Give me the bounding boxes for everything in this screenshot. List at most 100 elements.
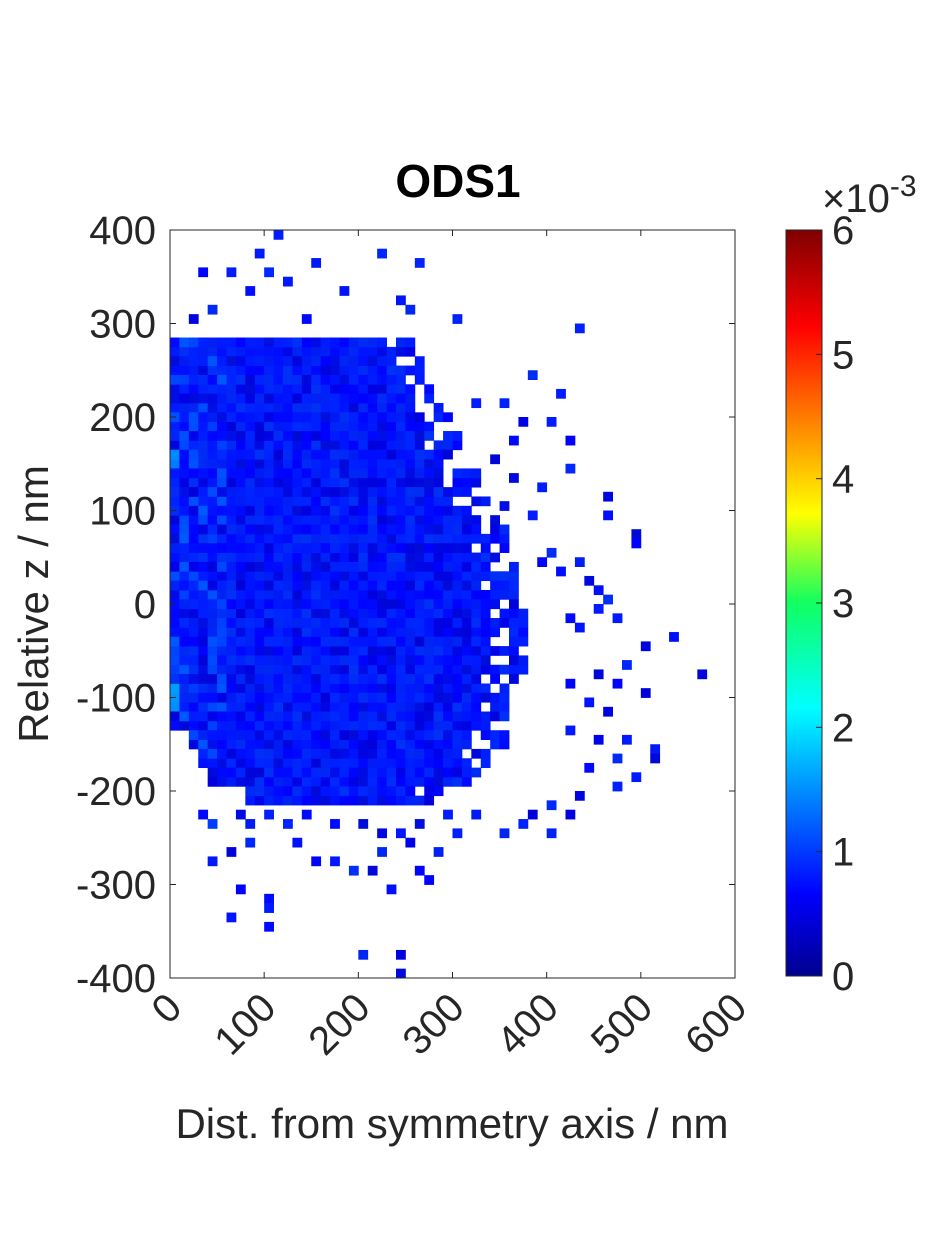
heatmap-cell (217, 459, 227, 469)
heatmap-cell (499, 543, 510, 553)
heatmap-cell (461, 571, 472, 582)
colorbar-tick-label: 1 (832, 831, 854, 875)
heatmap-cell (443, 412, 453, 423)
heatmap-cell (367, 730, 378, 740)
heatmap-cell (452, 552, 463, 563)
heatmap-cell (264, 795, 274, 806)
heatmap-cell (461, 636, 472, 647)
heatmap-cell (301, 337, 312, 348)
heatmap-cell (273, 589, 284, 600)
heatmap-cell (358, 524, 369, 535)
heatmap-cell (433, 683, 444, 694)
heatmap-cell (358, 767, 369, 778)
heatmap-cell (188, 505, 199, 516)
heatmap-cell (386, 393, 397, 404)
heatmap-cell (226, 552, 237, 563)
heatmap-cell (490, 739, 500, 750)
heatmap-cell (301, 571, 312, 582)
heatmap-cell (414, 440, 425, 451)
heatmap-cell (179, 702, 190, 712)
heatmap-cell (339, 533, 350, 544)
heatmap-cell (320, 589, 331, 600)
heatmap-cell (254, 636, 265, 647)
heatmap-cell (424, 674, 435, 684)
heatmap-cell (226, 505, 237, 516)
heatmap-cell (301, 449, 312, 460)
heatmap-cell (320, 449, 331, 460)
heatmap-cell (358, 739, 369, 750)
heatmap-cell (348, 655, 359, 666)
heatmap-cell (273, 730, 284, 740)
heatmap-cell (301, 468, 312, 479)
heatmap-cell (358, 468, 369, 479)
heatmap-cell (499, 739, 510, 750)
heatmap-cell (311, 393, 322, 404)
heatmap-cell (226, 477, 237, 488)
heatmap-cell (264, 589, 274, 600)
heatmap-cell (452, 524, 463, 535)
heatmap-cell (396, 496, 406, 507)
heatmap-cell (396, 776, 406, 787)
heatmap-cell (471, 496, 482, 507)
heatmap-cell (386, 440, 397, 451)
heatmap-cell (245, 837, 256, 848)
heatmap-cell (452, 730, 463, 740)
heatmap-cell (414, 552, 425, 563)
heatmap-cell (235, 608, 246, 619)
heatmap-cell (226, 739, 237, 750)
heatmap-cell (311, 683, 322, 694)
heatmap-cell (330, 739, 340, 750)
heatmap-cell (207, 702, 218, 712)
heatmap-cell (697, 669, 708, 680)
heatmap-cell (292, 477, 303, 488)
heatmap-cell (170, 552, 180, 563)
heatmap-cell (235, 393, 246, 404)
heatmap-cell (301, 487, 312, 497)
heatmap-cell (254, 384, 265, 395)
heatmap-cell (264, 758, 274, 769)
heatmap-cell (301, 776, 312, 787)
heatmap-cell (339, 786, 350, 797)
heatmap-cell (367, 487, 378, 497)
heatmap-cell (217, 496, 227, 507)
heatmap-cell (273, 580, 284, 591)
heatmap-cell (301, 496, 312, 507)
heatmap-cell (452, 314, 463, 324)
heatmap-cell (471, 767, 482, 778)
heatmap-cell (377, 580, 387, 591)
heatmap-cell (283, 608, 293, 619)
heatmap-cell (245, 627, 256, 638)
heatmap-cell (396, 552, 406, 563)
heatmap-cell (546, 547, 557, 558)
heatmap-cell (367, 720, 378, 731)
heatmap-cell (245, 374, 256, 385)
heatmap-cell (565, 613, 576, 624)
heatmap-cell (226, 515, 237, 525)
heatmap-cell (396, 711, 406, 722)
heatmap-cell (461, 646, 472, 656)
heatmap-cell (414, 767, 425, 778)
heatmap-cell (179, 374, 190, 385)
heatmap-cell (311, 561, 322, 572)
heatmap-cell (565, 725, 576, 736)
heatmap-cell (452, 664, 463, 675)
heatmap-cell (452, 533, 463, 544)
heatmap-cell (283, 552, 293, 563)
heatmap-cell (330, 533, 340, 544)
heatmap-cell (358, 356, 369, 366)
heatmap-cell (396, 646, 406, 656)
heatmap-cell (612, 753, 623, 764)
heatmap-cell (396, 533, 406, 544)
heatmap-cell (405, 739, 416, 750)
heatmap-cell (301, 646, 312, 656)
heatmap-cell (339, 720, 350, 731)
heatmap-cell (480, 533, 491, 544)
heatmap-cell (396, 795, 406, 806)
heatmap-cell (292, 636, 303, 647)
heatmap-cell (348, 421, 359, 432)
heatmap-cell (367, 571, 378, 582)
heatmap-cell (330, 692, 340, 703)
heatmap-cell (339, 646, 350, 656)
heatmap-cell (518, 417, 529, 427)
heatmap-cell (188, 533, 199, 544)
